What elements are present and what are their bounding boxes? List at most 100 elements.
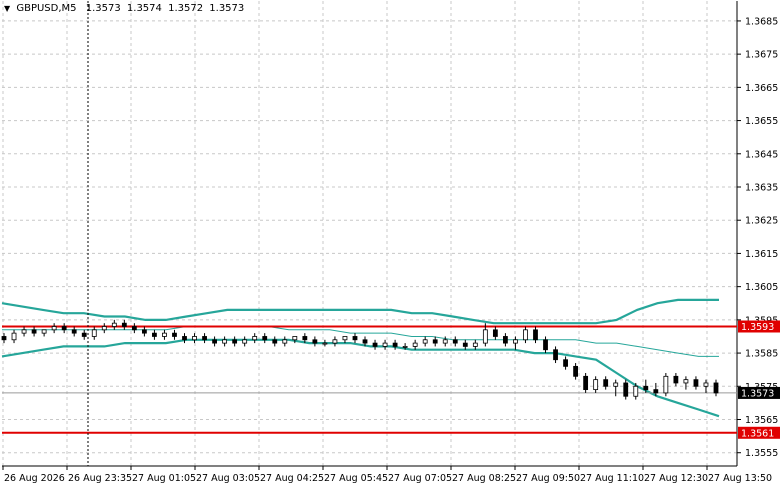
level-price-label: 1.3593 [741,322,774,333]
axis-frame [2,1,738,467]
collapse-arrow-icon[interactable]: ▼ [4,4,11,13]
middle-band-line [2,326,719,357]
candle [422,336,428,347]
candlesticks [1,319,719,400]
candle-body [172,332,177,337]
candle [543,336,548,354]
candle-body [21,329,27,334]
candle [342,336,348,344]
candle [322,339,328,347]
candle-body [482,329,488,344]
candle [101,323,107,334]
candle [182,333,187,344]
time-tick-label: 27 Aug 13:50 [708,473,772,484]
candle [292,336,298,344]
candle [362,336,368,347]
candle [262,333,268,344]
candle-body [162,332,167,337]
current-price-label: 1.3573 [741,388,774,399]
candle-body [242,339,248,344]
candle-body [302,336,308,341]
candle-body [11,332,17,341]
candle [663,373,669,397]
candle-body [683,379,689,384]
low-value: 1.3572 [168,3,204,14]
candle-body [703,382,709,387]
candle-body [382,342,388,347]
candle [222,336,228,347]
candle [462,339,468,350]
candle [633,382,639,400]
candle [131,323,137,334]
time-tick-label: 26 Aug 23:35 [68,473,132,484]
candle-body [141,329,147,334]
candle-body [81,332,87,337]
upper-band-line [1,298,719,325]
candle [673,373,679,387]
candle-body [212,339,217,344]
bollinger-bands [1,298,720,418]
candle [71,326,77,337]
candle-body [342,336,348,341]
candle [272,336,278,347]
ohlc-values: 1.3573 1.3574 1.3572 1.3573 [86,3,248,14]
candle-body [71,329,77,334]
candle [432,336,438,347]
candle-body [272,339,278,344]
candle-body [412,342,418,347]
candle [21,326,27,337]
candle [533,326,538,344]
candle-body [222,339,228,344]
candle [653,382,659,397]
candle-body [503,336,508,344]
candle-body [603,379,609,387]
price-tick-label: 1.3555 [745,448,778,459]
price-tick-label: 1.3665 [745,83,778,94]
price-tick-label: 1.3675 [745,50,778,61]
candle-body [372,342,378,347]
candle [141,326,147,337]
candle-body [643,385,649,391]
candle-body [693,379,699,387]
candle [382,339,388,350]
candle [573,363,579,380]
time-tick-label: 27 Aug 09:50 [516,473,580,484]
candle [11,329,17,344]
symbol-timeframe: GBPUSD,M5 [16,3,77,14]
candle-body [111,322,117,327]
candle-body [442,339,448,344]
candle [703,379,709,393]
candle-body [292,336,298,341]
candle-body [472,342,478,347]
time-tick-label: 27 Aug 08:25 [452,473,516,484]
price-tick-label: 1.3565 [745,415,778,426]
time-tick-label: 27 Aug 01:05 [132,473,196,484]
candle-body [563,359,568,367]
time-tick-label: 27 Aug 03:05 [196,473,260,484]
candle-body [182,336,187,341]
time-tick-label: 26 Aug 2026 [4,473,65,484]
candle-body [121,322,127,327]
candle-body [533,329,538,341]
price-tick-label: 1.3645 [745,149,778,160]
candle [172,329,177,340]
candle-body [653,389,659,394]
candle [412,339,418,350]
candle-body [583,375,589,391]
candle-body [192,336,197,341]
candle-body [232,339,238,344]
candle-body [673,375,679,384]
candle [503,333,508,347]
high-value: 1.3574 [126,3,162,14]
candle-body [262,336,268,341]
price-tick-label: 1.3615 [745,249,778,260]
candle-body [422,339,428,344]
candle-body [513,339,518,344]
time-tick-label: 27 Aug 07:05 [388,473,452,484]
candle [242,336,248,347]
candle-body [432,339,438,344]
candle [111,319,117,330]
candle [492,326,498,340]
